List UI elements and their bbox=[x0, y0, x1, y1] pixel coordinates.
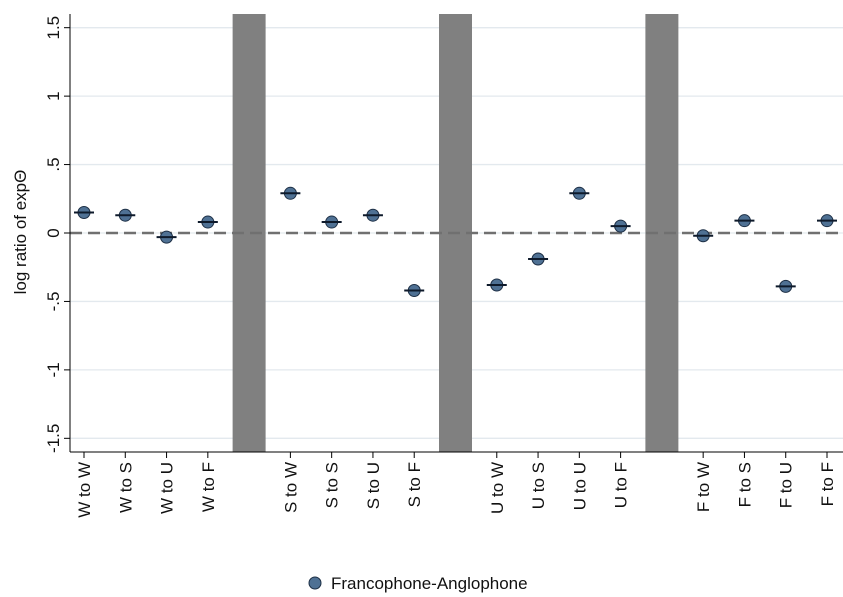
y-tick-label: .5 bbox=[44, 157, 63, 171]
y-tick-label: 0 bbox=[44, 228, 63, 237]
x-tick-label: W to F bbox=[199, 462, 218, 512]
x-tick-label: F to W bbox=[694, 462, 713, 512]
x-tick-label: U to F bbox=[612, 462, 631, 508]
legend-marker bbox=[308, 576, 322, 590]
x-tick-label: U to W bbox=[488, 462, 507, 514]
x-tick-label: S to F bbox=[405, 462, 424, 507]
x-tick-label: W to U bbox=[158, 462, 177, 514]
x-tick-label: W to S bbox=[116, 462, 135, 513]
x-tick-label: F to F bbox=[818, 462, 837, 506]
legend-label: Francophone-Anglophone bbox=[331, 574, 528, 593]
x-tick-label: U to U bbox=[570, 462, 589, 510]
x-tick-label: F to S bbox=[735, 462, 754, 507]
x-tick-label: S to U bbox=[364, 462, 383, 509]
y-axis-label: log ratio of expΘ bbox=[11, 170, 30, 295]
y-tick-label: -1 bbox=[44, 362, 63, 377]
x-tick-label: S to S bbox=[323, 462, 342, 508]
y-tick-label: -1.5 bbox=[44, 424, 63, 453]
x-tick-label: U to S bbox=[529, 462, 548, 509]
y-tick-label: -.5 bbox=[44, 292, 63, 312]
x-tick-label: W to W bbox=[75, 462, 94, 518]
x-tick-label: F to U bbox=[777, 462, 796, 508]
x-tick-label: S to W bbox=[281, 462, 300, 513]
y-tick-label: 1.5 bbox=[44, 16, 63, 40]
y-tick-label: 1 bbox=[44, 91, 63, 100]
